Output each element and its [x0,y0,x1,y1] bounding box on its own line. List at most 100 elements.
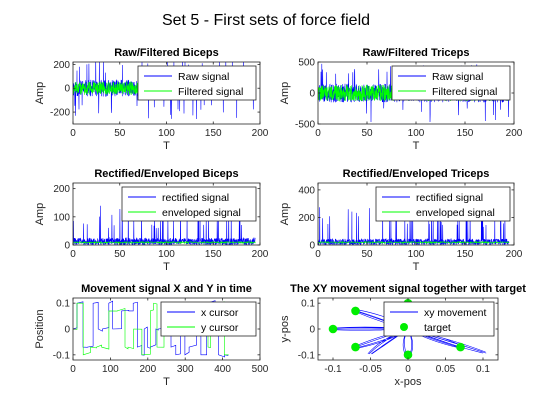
y-tick-label: 200 [298,213,315,224]
y-tick-label: 0.1 [56,299,70,310]
y-tick-label: -500 [295,120,315,131]
y-axis-label: y-pos [279,315,291,342]
x-tick-label: 100 [102,364,119,375]
x-tick-label: 200 [506,249,523,260]
target-point-4 [456,342,465,352]
chart-panel-3: 0 50 100 150 200 0 100 200 Rectified/Enveloped B… [34,168,269,273]
target-point-1 [328,324,338,334]
legend-label: rectified signal [162,192,229,204]
x-tick-label: 50 [114,128,126,139]
chart-title: Rectified/Enveloped Biceps [94,168,238,180]
y-tick-label: -200 [50,108,70,119]
y-axis-label: Amp [34,203,46,226]
y-tick-label: 0 [309,89,315,100]
chart-title: Movement signal X and Y in time [81,283,252,295]
y-tick-label: 400 [298,185,315,196]
x-tick-label: 100 [158,249,175,260]
x-axis-label: T [163,376,170,388]
series-enveloped-signal [318,240,510,245]
x-tick-label: 400 [214,364,231,375]
x-tick-label: 200 [252,128,269,139]
y-tick-label: -0.1 [53,350,71,361]
x-tick-label: 0 [315,128,321,139]
legend: rectified signal enveloped signal [375,186,511,222]
x-axis-label: T [413,140,420,152]
x-tick-label: 0 [70,249,76,260]
plot-data [73,204,256,245]
x-tick-label: 0.1 [476,364,490,375]
legend-box [121,186,257,222]
x-axis-label: T [163,140,170,152]
legend-label: y cursor [201,322,239,334]
x-tick-label: 0.05 [436,364,456,375]
x-tick-label: -0.05 [359,364,382,375]
x-tick-label: 150 [457,128,474,139]
x-tick-label: 150 [205,128,222,139]
y-tick-label: 0 [64,241,70,252]
x-tick-label: 200 [252,249,269,260]
x-tick-label: 500 [252,364,269,375]
y-tick-label: 200 [53,60,70,71]
x-tick-label: 150 [205,249,222,260]
legend-box [375,186,511,222]
chart-panel-4: 0 50 100 150 200 0 200 400 Rectified/Enveloped T… [279,168,523,273]
chart-title: The XY movement signal together with tar… [290,283,526,295]
y-tick-label: 500 [298,58,315,69]
y-tick-label: 0 [309,241,315,252]
x-axis-label: x-pos [395,376,422,388]
legend: xy movement target [383,301,495,337]
legend: Raw signal Filtered signal [391,65,511,101]
chart-title: Rectified/Enveloped Triceps [343,168,490,180]
legend-label: enveloped signal [162,207,241,219]
legend-box [137,65,257,101]
series-enveloped-signal [73,240,256,245]
x-tick-label: 200 [139,364,156,375]
x-tick-label: 300 [177,364,194,375]
x-tick-label: 100 [408,249,425,260]
plot-data [318,203,510,245]
legend-box [160,301,257,337]
target-point-6 [351,342,360,352]
legend-label: enveloped signal [416,207,495,219]
legend-marker [400,323,408,331]
x-tick-label: 0 [405,364,411,375]
y-tick-label: 0.1 [301,299,315,310]
legend-label: Raw signal [178,71,229,83]
x-tick-label: 50 [361,128,373,139]
figure-title: Set 5 - First sets of force field [162,12,370,29]
x-tick-label: 100 [408,128,425,139]
target-point-2 [351,306,360,316]
y-axis-label: Position [34,309,46,348]
y-tick-label: 0 [309,325,315,336]
legend-label: xy movement [424,307,487,319]
legend: x cursor y cursor [160,301,257,337]
chart-panel-6: -0.1 -0.05 0 0.05 0.1 -0.1 0 0.1 The XY movement… [279,283,526,388]
x-tick-label: 50 [361,249,373,260]
chart-title: Raw/Filtered Triceps [363,47,470,59]
x-tick-label: 0 [70,364,76,375]
y-tick-label: 200 [53,184,70,195]
target-point-5 [403,350,413,360]
chart-title: Raw/Filtered Biceps [114,47,219,59]
y-tick-label: 0 [64,325,70,336]
legend: rectified signal enveloped signal [121,186,257,222]
legend-label: Filtered signal [178,86,243,98]
legend-label: Filtered signal [432,86,497,98]
y-tick-label: -0.1 [298,350,316,361]
legend-label: x cursor [201,307,239,319]
y-axis-label: Amp [34,82,46,105]
legend: Raw signal Filtered signal [137,65,257,101]
x-tick-label: 100 [158,128,175,139]
x-tick-label: 200 [506,128,523,139]
x-tick-label: 50 [114,249,126,260]
x-tick-label: 150 [457,249,474,260]
legend-label: rectified signal [416,192,483,204]
legend-label: target [424,322,451,334]
x-tick-label: 0 [70,128,76,139]
y-tick-label: 100 [53,212,70,223]
x-axis-label: T [413,261,420,273]
y-tick-label: 0 [64,84,70,95]
